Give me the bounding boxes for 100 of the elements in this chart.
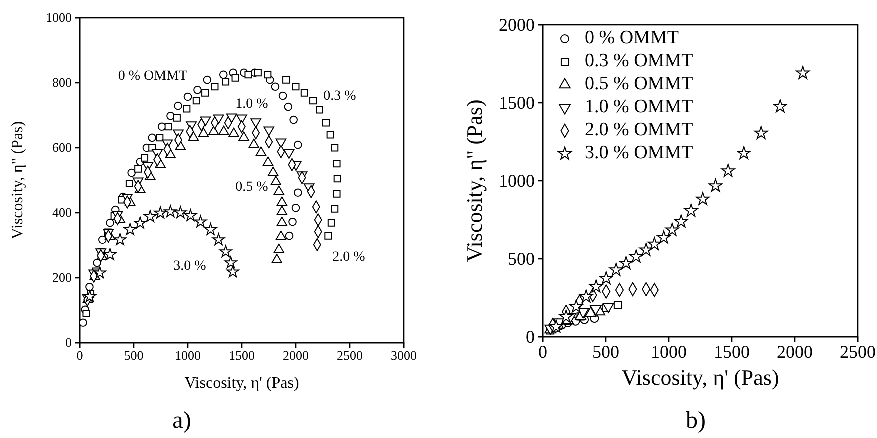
x-tick-label: 2500 — [337, 348, 363, 364]
point — [94, 266, 106, 279]
x-tick-label: 2500 — [840, 342, 876, 362]
point — [271, 82, 280, 92]
point — [220, 245, 232, 258]
point — [224, 256, 238, 268]
point — [322, 119, 330, 127]
x-axis-title: Viscosity, η' (Pas) — [184, 375, 300, 392]
point — [228, 128, 240, 138]
point — [264, 71, 272, 79]
legend-label: 0.3 % OMMT — [585, 50, 694, 72]
point — [134, 216, 147, 229]
y-tick-label: 1500 — [499, 92, 535, 113]
point — [737, 146, 751, 160]
text: a) — [172, 408, 192, 434]
point — [639, 243, 654, 256]
point — [174, 102, 182, 110]
x-tick-label: 1000 — [651, 342, 687, 362]
point — [282, 76, 290, 84]
point — [796, 66, 810, 80]
point — [82, 310, 90, 318]
point — [570, 300, 584, 313]
x-tick-label: 1000 — [175, 348, 201, 364]
point — [276, 216, 288, 226]
point — [79, 318, 88, 327]
point — [550, 320, 564, 333]
point — [300, 89, 308, 97]
y-tick-label: 400 — [52, 205, 72, 220]
point — [657, 230, 671, 244]
point — [212, 233, 226, 246]
point — [722, 164, 736, 178]
point — [696, 192, 710, 206]
y-tick-label: 1000 — [499, 170, 535, 191]
point — [211, 83, 219, 91]
text: b) — [686, 408, 706, 434]
point — [674, 214, 688, 228]
point — [589, 280, 604, 293]
point — [285, 232, 294, 240]
point — [630, 250, 644, 263]
point — [86, 282, 94, 292]
legend-label: 2.0 % OMMT — [585, 119, 694, 140]
x-tick-label: 0 — [76, 348, 84, 364]
point — [288, 218, 297, 226]
point — [272, 254, 283, 264]
point — [270, 176, 282, 186]
point — [164, 205, 177, 218]
y-tick-label: 200 — [52, 270, 72, 286]
point — [156, 134, 164, 142]
point — [126, 180, 134, 188]
x-tick-label: 500 — [592, 342, 620, 362]
annotation: 2.0 % — [332, 250, 366, 266]
point — [331, 205, 339, 213]
point — [559, 310, 574, 323]
x-axis-title: Viscosity, η' (Pas) — [622, 365, 780, 390]
point — [134, 165, 142, 173]
point — [331, 144, 339, 152]
point — [98, 236, 107, 244]
annotation: 1.0 % — [236, 97, 269, 112]
legend-label: 1.0 % OMMT — [585, 96, 694, 118]
x-tick-label: 0 — [538, 342, 548, 362]
x-tick-label: 1500 — [229, 348, 255, 364]
point — [262, 156, 274, 166]
point — [614, 301, 622, 310]
y-tick-label: 800 — [52, 75, 72, 90]
point — [226, 266, 240, 278]
point — [684, 204, 698, 218]
x-tick-label: 2000 — [777, 342, 813, 362]
point — [276, 196, 288, 206]
x-tick-label: 1500 — [714, 342, 750, 362]
point — [141, 154, 149, 162]
y-tick-label: 2000 — [499, 14, 535, 35]
point — [194, 215, 208, 228]
point — [166, 112, 175, 120]
point — [754, 126, 768, 140]
point — [648, 237, 662, 250]
y-axis-title: Viscosity, η" (Pas) — [462, 100, 487, 262]
point — [316, 106, 324, 114]
point — [774, 100, 788, 113]
point — [292, 204, 300, 212]
point — [238, 132, 250, 142]
point — [268, 166, 279, 176]
point — [244, 71, 252, 79]
y-axis-title: Viscosity, η" (Pas) — [9, 121, 26, 240]
point — [114, 233, 127, 246]
point — [173, 114, 181, 122]
annotation: 0.5 % — [236, 180, 269, 196]
legend-label: 3.0 % OMMT — [585, 142, 694, 164]
point — [579, 290, 594, 303]
point — [219, 70, 228, 80]
point — [106, 218, 114, 228]
point — [222, 78, 230, 86]
point — [294, 188, 302, 197]
point — [276, 206, 288, 216]
point — [203, 76, 212, 84]
point — [93, 258, 102, 268]
point — [202, 89, 210, 97]
point — [334, 175, 342, 183]
point — [254, 69, 262, 77]
x-tick-label: 3000 — [391, 348, 417, 364]
point — [333, 160, 341, 168]
